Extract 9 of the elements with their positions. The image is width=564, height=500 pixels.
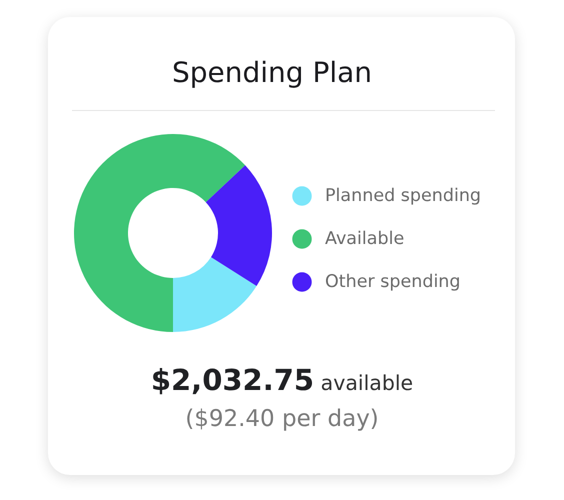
- donut-slice: [173, 257, 257, 332]
- legend-label: Available: [325, 229, 404, 249]
- text: ($92.40 per day): [184, 406, 380, 432]
- legend-label: Planned spending: [325, 186, 482, 206]
- text: $2,032.75 available: [150, 363, 414, 397]
- legend-label: Other spending: [325, 272, 461, 292]
- donut-slice: [74, 134, 246, 332]
- donut-slice: [206, 165, 272, 286]
- chart-title: Spending Plan: [170, 56, 374, 89]
